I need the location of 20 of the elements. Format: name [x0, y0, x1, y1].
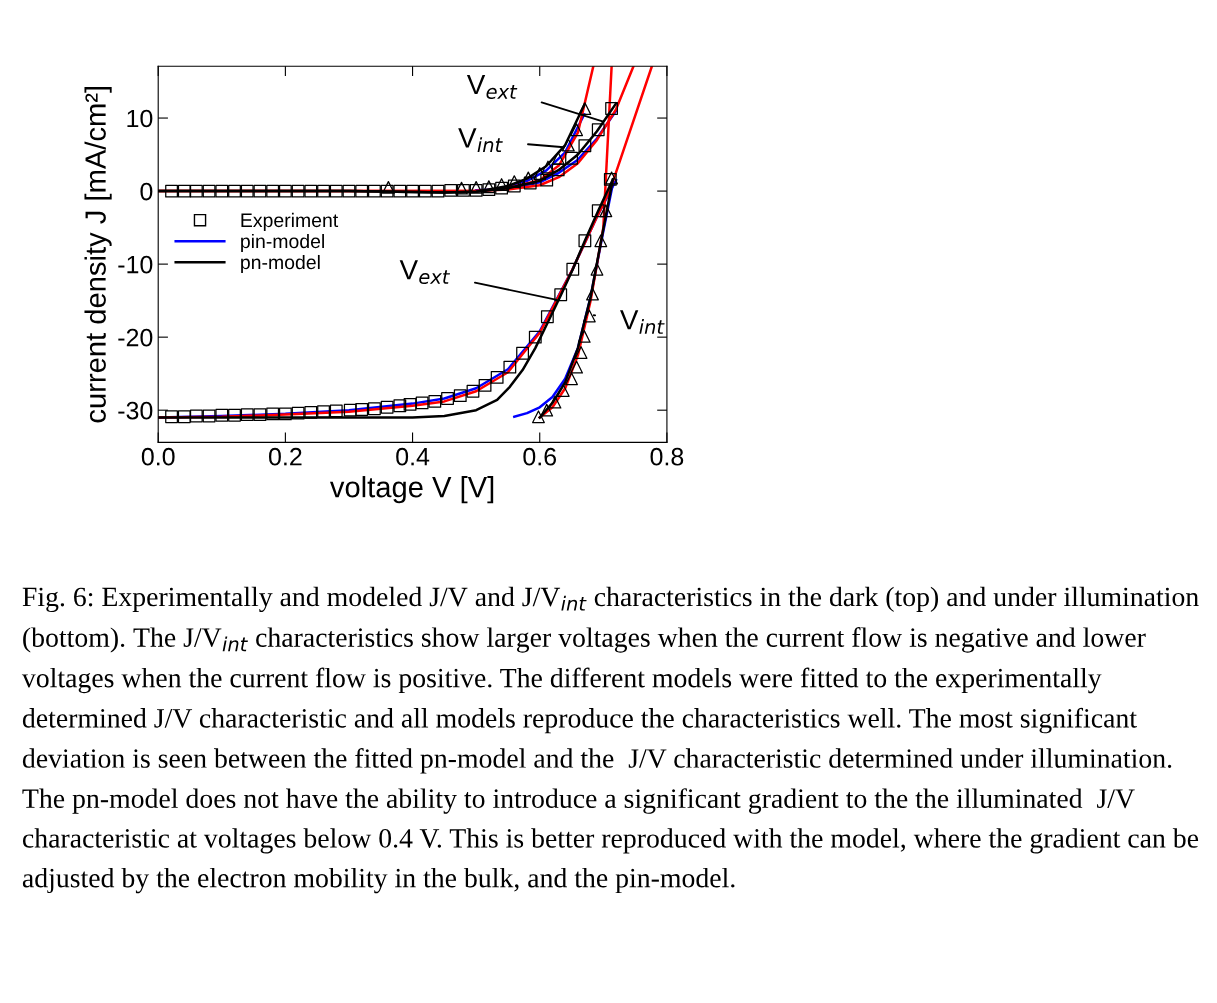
- y-tick-label: -10: [118, 255, 153, 274]
- x-tick-label: 0.6: [523, 447, 557, 466]
- x-tick-label: 0.8: [650, 447, 684, 466]
- legend-label: Experiment: [241, 212, 339, 231]
- y-axis-title: current density J [mA/cm²]: [84, 86, 112, 423]
- x-tick-label: 0.2: [268, 447, 302, 466]
- x-axis-title: voltage V [V]: [329, 476, 494, 504]
- legend-label: pin-model: [241, 233, 324, 253]
- text: Fig. 6: Experimentally and modeled J/V and J/V$_{int}$ characteristics in the dark (top) and under illumination (bottom). The J/V$_{int}$ characteristics show larger voltages when the current flow is negative and lower voltages when the current flow is positive. The different models were fitted to the experimentally determined J/V characteristic and all models reproduce the characteristics well. The most significant deviation is seen between the fitted pn-model and the J/V characteristic determined under illumination. The pn-model does not have the ability to introduce a significant gradient to the the illuminated J/V characteristic at voltages below 0.4 V. This is better reproduced with the model, where the gradient can be adjusted by the electron mobility in the bulk, and the pin-model.: [21, 586, 1199, 894]
- x-tick-label: 0.4: [396, 447, 430, 466]
- annotation: V$_{int}$: [620, 310, 665, 334]
- annotation: V$_{ext}$: [399, 260, 451, 285]
- y-tick-label: -30: [118, 401, 153, 420]
- y-tick-label: 10: [127, 109, 153, 128]
- annotation: V$_{int}$: [458, 128, 503, 153]
- legend-label: pn-model: [241, 254, 320, 274]
- y-tick-label: -20: [118, 328, 153, 347]
- y-tick-label: 0: [140, 182, 153, 201]
- annotation: V$_{ext}$: [466, 75, 518, 99]
- x-tick-label: 0.0: [141, 447, 175, 466]
